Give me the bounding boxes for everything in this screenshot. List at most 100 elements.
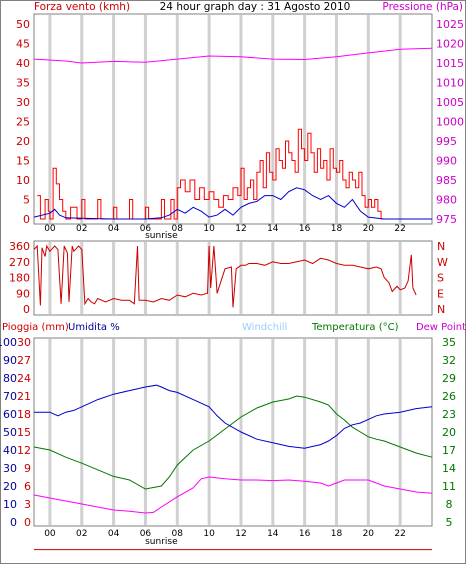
temp-tick-32: 32 xyxy=(442,354,456,367)
rain-axis-label: Pioggia (mm) xyxy=(2,322,69,333)
wind-gust-series xyxy=(33,187,432,220)
wind-tick-15: 15 xyxy=(16,155,30,168)
rain-tick-21: 21 xyxy=(17,390,31,403)
pressure-tick-990: 990 xyxy=(436,155,457,168)
rain-tick-24: 24 xyxy=(17,372,31,385)
graph-title: 24 hour graph day : 31 Agosto 2010 xyxy=(160,1,351,13)
hour-tick-02: 02 xyxy=(76,529,87,539)
temp-tick-8: 8 xyxy=(446,498,453,511)
pressure-tick-980: 980 xyxy=(436,194,457,207)
sunrise-label-bottom: sunrise xyxy=(145,537,178,547)
dir-tick-0: 0 xyxy=(23,303,30,316)
compass-tick-1: W xyxy=(437,256,448,269)
hour-tick-20: 20 xyxy=(363,529,375,539)
temp-tick-29: 29 xyxy=(442,372,456,385)
rain-tick-30: 30 xyxy=(17,336,31,349)
pressure-tick-1005: 1005 xyxy=(436,96,464,109)
humidity-tick-30: 30 xyxy=(3,462,17,475)
temp-tick-35: 35 xyxy=(442,336,456,349)
humidity-tick-40: 40 xyxy=(3,444,17,457)
hour-tick-18: 18 xyxy=(331,529,343,539)
hour-tick-18: 18 xyxy=(331,224,343,234)
humidity-tick-20: 20 xyxy=(3,480,17,493)
humidity-tick-100: 100 xyxy=(0,336,17,349)
hour-tick-22: 22 xyxy=(394,529,405,539)
thermo-panel: Pioggia (mm) Umidita % Windchill Tempera… xyxy=(0,322,466,551)
rain-tick-9: 9 xyxy=(24,462,31,475)
pressure-tick-1015: 1015 xyxy=(436,57,464,70)
thermo-panel-frame xyxy=(33,337,433,527)
wind-tick-30: 30 xyxy=(16,96,30,109)
wind-tick-45: 45 xyxy=(16,38,30,51)
temp-tick-26: 26 xyxy=(442,390,456,403)
compass-tick-3: E xyxy=(437,287,444,300)
hour-tick-06: 06 xyxy=(140,224,152,234)
rain-tick-12: 12 xyxy=(17,444,31,457)
pressure-series xyxy=(33,47,433,64)
pressure-ticks: 975 980 985 990 995 1000 1005 1010 1015 1020 1025 xyxy=(436,18,464,226)
hour-tick-16: 16 xyxy=(299,529,311,539)
humidity-ticks: 0 10 20 30 40 50 60 70 80 90 100 xyxy=(0,336,17,529)
compass-tick-2: S xyxy=(437,272,444,285)
humidity-tick-80: 80 xyxy=(3,372,17,385)
hour-tick-04: 04 xyxy=(108,224,120,234)
pressure-tick-975: 975 xyxy=(436,213,457,226)
hour-tick-00: 00 xyxy=(44,529,56,539)
pressure-tick-1025: 1025 xyxy=(436,18,464,31)
thermo-panel-grid xyxy=(48,339,402,525)
wind-tick-20: 20 xyxy=(16,135,30,148)
dewpoint-axis-label: Dew Point xyxy=(416,322,466,333)
dir-tick-180: 180 xyxy=(9,272,30,285)
hour-tick-06: 06 xyxy=(140,529,152,539)
temperature-ticks: 5 8 11 14 17 20 23 26 29 32 35 xyxy=(442,336,456,529)
wind-tick-40: 40 xyxy=(16,57,30,70)
hour-tick-20: 20 xyxy=(363,224,375,234)
wind-axis-label: Forza vento (kmh) xyxy=(34,1,130,13)
dir-tick-270: 270 xyxy=(9,256,30,269)
wind-tick-50: 50 xyxy=(16,18,30,31)
wind-speed-series xyxy=(37,128,385,220)
rain-tick-18: 18 xyxy=(17,408,31,421)
temperature-axis-label: Temperatura (°C) xyxy=(311,322,399,333)
wind-tick-25: 25 xyxy=(16,116,30,129)
hour-tick-14: 14 xyxy=(267,224,279,234)
thermo-panel-hour-ticks: 00 02 04 06 08 10 12 14 16 18 20 22 xyxy=(44,529,406,539)
wind-direction-series xyxy=(33,244,417,308)
rain-tick-3: 3 xyxy=(24,498,31,511)
hour-tick-12: 12 xyxy=(235,529,246,539)
hour-tick-22: 22 xyxy=(394,224,405,234)
hour-tick-02: 02 xyxy=(76,224,87,234)
windchill-label: Windchill xyxy=(242,322,287,333)
pressure-tick-985: 985 xyxy=(436,174,457,187)
hour-tick-10: 10 xyxy=(203,224,215,234)
dir-tick-360: 360 xyxy=(9,240,30,253)
temp-tick-20: 20 xyxy=(442,426,456,439)
dewpoint-series xyxy=(33,476,433,514)
hour-tick-12: 12 xyxy=(235,224,246,234)
temp-tick-11: 11 xyxy=(442,480,456,493)
rain-tick-0: 0 xyxy=(24,516,31,529)
hour-tick-10: 10 xyxy=(203,529,215,539)
humidity-tick-70: 70 xyxy=(3,390,17,403)
hour-tick-16: 16 xyxy=(299,224,311,234)
temp-tick-14: 14 xyxy=(442,462,456,475)
humidity-tick-60: 60 xyxy=(3,408,17,421)
compass-tick-4: N xyxy=(437,303,445,316)
wind-tick-35: 35 xyxy=(16,77,30,90)
hour-tick-08: 08 xyxy=(172,224,184,234)
wind-panel-hour-ticks: 00 02 04 06 08 10 12 14 16 18 20 22 xyxy=(44,224,406,234)
wind-tick-10: 10 xyxy=(16,174,30,187)
rain-tick-6: 6 xyxy=(24,480,31,493)
wind-tick-0: 0 xyxy=(23,213,30,226)
rain-tick-15: 15 xyxy=(17,426,31,439)
temp-tick-5: 5 xyxy=(446,516,453,529)
compass-tick-0: N xyxy=(437,240,445,253)
wind-tick-5: 5 xyxy=(23,194,30,207)
direction-panel-grid xyxy=(48,242,402,314)
humidity-tick-90: 90 xyxy=(3,354,17,367)
